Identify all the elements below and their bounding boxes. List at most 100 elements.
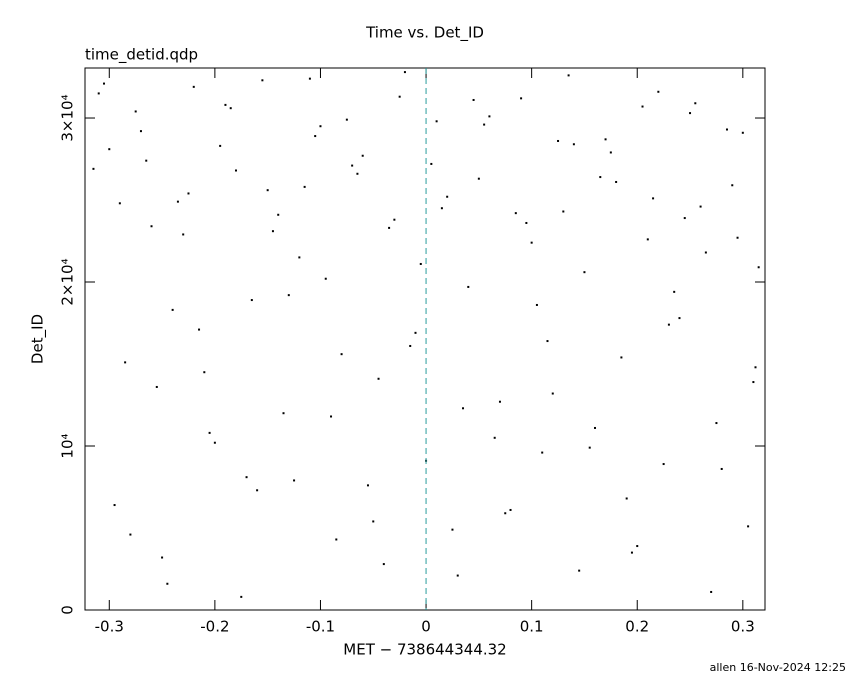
point [176, 200, 179, 203]
point [710, 590, 713, 593]
point [409, 344, 412, 347]
point [261, 79, 264, 82]
point [229, 107, 232, 110]
point [430, 162, 433, 165]
x-axis-label: MET − 738644344.32 [343, 641, 506, 659]
point [398, 95, 401, 98]
point [245, 476, 248, 479]
point [393, 218, 396, 221]
x-tick-label: 0.3 [731, 618, 755, 636]
point [754, 366, 757, 369]
chart-subtitle: time_detid.qdp [85, 46, 198, 65]
x-tick-label: 0 [421, 618, 431, 636]
footer: allen 16-Nov-2024 12:25 [710, 661, 846, 674]
point [419, 262, 422, 265]
point [356, 172, 359, 175]
point [594, 426, 596, 429]
point [456, 574, 459, 577]
x-tick-label: 0.1 [520, 618, 544, 636]
point [271, 230, 274, 233]
point [203, 371, 206, 374]
x-tick-label: -0.1 [306, 618, 335, 636]
point [567, 74, 570, 77]
point [182, 233, 185, 236]
point [129, 533, 132, 536]
y-axis-label: Det_ID [29, 314, 48, 364]
point [340, 353, 343, 356]
point [530, 241, 533, 244]
point [319, 125, 322, 128]
point [330, 415, 333, 418]
chart-title: Time vs. Det_ID [365, 24, 484, 43]
point [678, 317, 681, 320]
point [488, 115, 491, 118]
point [303, 185, 306, 188]
point [541, 451, 544, 454]
x-tick-label: -0.3 [95, 618, 124, 636]
point [277, 213, 280, 216]
point [498, 400, 501, 403]
point [673, 290, 676, 293]
point [388, 226, 391, 229]
point [747, 525, 750, 528]
point [630, 551, 633, 554]
point [572, 143, 575, 146]
point [155, 385, 158, 388]
point [578, 569, 581, 572]
point [625, 497, 628, 500]
plot-frame [84, 67, 766, 611]
point [403, 71, 406, 74]
point [351, 164, 354, 167]
point [308, 77, 311, 80]
point [493, 436, 496, 439]
point [150, 225, 153, 228]
point [557, 139, 560, 142]
point [282, 412, 285, 415]
point [657, 90, 660, 93]
point [467, 285, 470, 288]
point [699, 205, 702, 208]
point [97, 92, 100, 95]
x-tick-label: -0.2 [200, 618, 229, 636]
point [134, 110, 137, 113]
point [546, 340, 549, 343]
point [757, 266, 760, 269]
point [377, 377, 380, 380]
point [583, 271, 586, 274]
point [736, 236, 739, 239]
point [462, 407, 465, 410]
point [108, 148, 111, 151]
point [139, 130, 142, 133]
point [293, 479, 296, 482]
point [250, 299, 253, 302]
point [689, 112, 692, 115]
point [224, 103, 227, 106]
point [219, 144, 222, 147]
y-tick-label: 2×10⁴ [59, 258, 77, 305]
point [145, 159, 148, 162]
point [161, 556, 164, 559]
point [562, 210, 565, 213]
point [604, 138, 607, 141]
point [314, 135, 317, 138]
point [725, 128, 728, 131]
point [335, 538, 338, 541]
point [551, 392, 554, 395]
point [113, 504, 116, 507]
point [715, 422, 718, 425]
point [741, 131, 744, 134]
point [752, 381, 755, 384]
point [324, 277, 327, 280]
point [504, 512, 507, 515]
y-tick-label: 0 [59, 605, 77, 615]
point [234, 169, 237, 172]
point [451, 528, 454, 531]
point [256, 489, 259, 492]
x-tick-label: 0.2 [625, 618, 649, 636]
point [662, 463, 665, 466]
point [620, 356, 623, 359]
point [667, 323, 670, 326]
point [240, 595, 243, 598]
point [361, 154, 364, 157]
